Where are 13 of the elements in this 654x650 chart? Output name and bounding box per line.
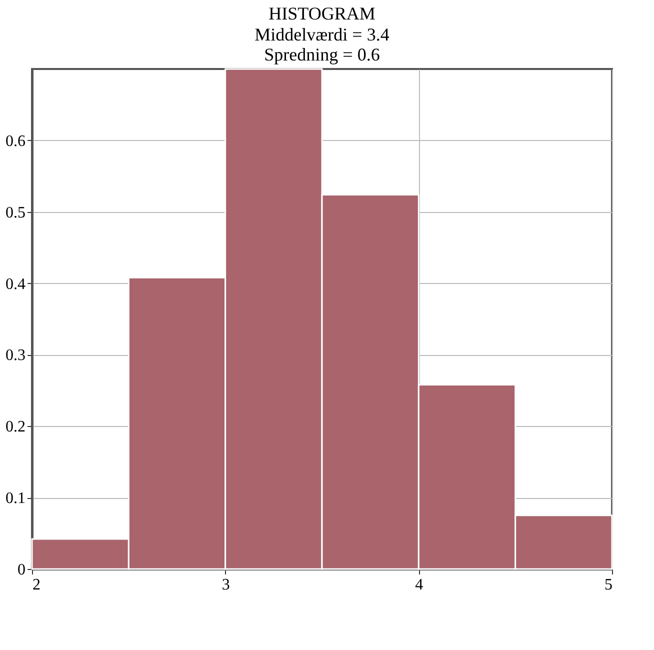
y-tick-label: 0.5 — [6, 204, 26, 222]
y-tick-label: 0.1 — [6, 490, 26, 508]
y-tick-label: 0.3 — [6, 347, 26, 364]
x-tick-label: 3 — [222, 576, 230, 594]
y-tick-label: 0.4 — [6, 276, 26, 293]
y-tick-label: 0 — [18, 562, 26, 578]
x-tick-label: 4 — [415, 576, 424, 594]
x-tick-label: 2 — [32, 576, 40, 594]
y-tick-label: 0.2 — [6, 418, 26, 436]
chart-title: HISTOGRAM — [268, 3, 376, 24]
y-tick-label: 0.6 — [6, 132, 26, 150]
chart-subtitle: Middelværdi = 3.4 Spredning = 0.6 — [254, 24, 390, 64]
x-tick-label: 5 — [604, 576, 612, 594]
